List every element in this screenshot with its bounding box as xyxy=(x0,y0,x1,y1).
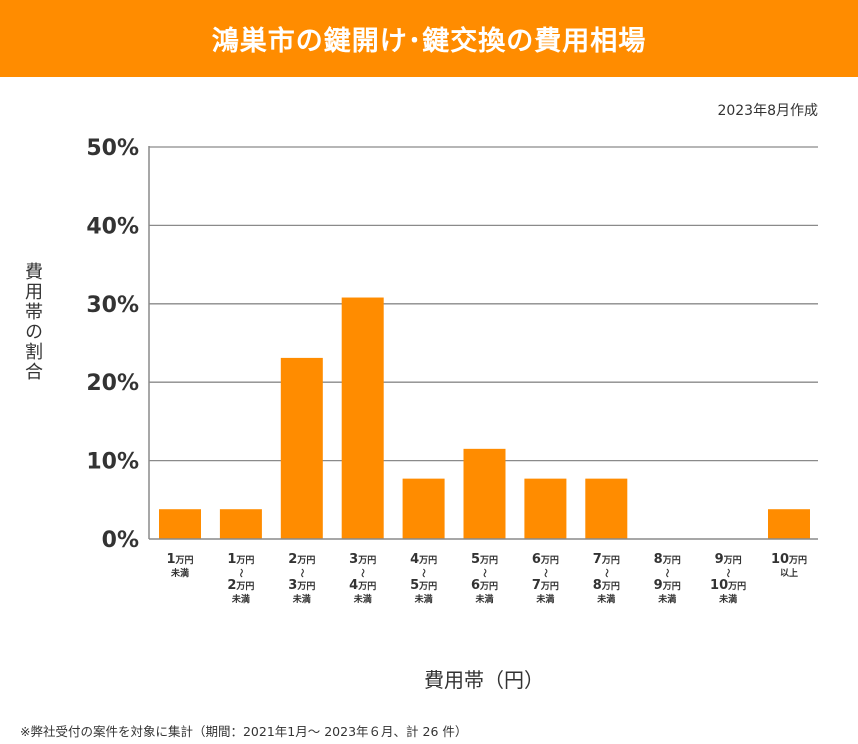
x-tick-line: 3万円 xyxy=(288,578,315,593)
x-tick-line: 未満 xyxy=(596,593,615,605)
x-tick-line: 未満 xyxy=(657,593,676,605)
x-tick-line: 未満 xyxy=(353,593,372,605)
bar xyxy=(341,297,384,539)
x-tick-line: ～ xyxy=(296,568,306,577)
x-tick-line: 8万円 xyxy=(593,578,620,593)
x-tick-line: ～ xyxy=(357,568,367,577)
x-tick-line: 未満 xyxy=(535,593,554,605)
x-tick-line: 未満 xyxy=(170,567,189,579)
x-tick-line: 未満 xyxy=(414,593,433,605)
x-tick-line: 6万円 xyxy=(471,578,498,593)
x-tick-line: 未満 xyxy=(292,593,311,605)
x-tick-line: ～ xyxy=(235,568,245,577)
x-tick-line: 以上 xyxy=(780,567,798,579)
y-tick-label: 30% xyxy=(86,293,139,318)
x-tick-line: ～ xyxy=(600,568,610,577)
y-tick-label: 10% xyxy=(86,450,139,475)
bar xyxy=(402,478,445,539)
y-tick-labels: 0% 10% 20% 30% 40% 50% xyxy=(86,136,139,553)
x-tick-line: 2万円 xyxy=(288,552,315,567)
y-tick-label: 0% xyxy=(102,528,139,553)
footnote: ※弊社受付の案件を対象に集計（期間：2021年1月～ 2023年６月、計 26 … xyxy=(20,724,468,739)
bar xyxy=(585,478,628,539)
x-tick-line: 7万円 xyxy=(532,578,559,593)
bar xyxy=(524,478,567,539)
chart-title: 鴻巣市の鍵開け･鍵交換の費用相場 xyxy=(211,26,647,57)
x-axis-label: 費用帯（円） xyxy=(424,668,544,692)
bars xyxy=(159,297,810,539)
y-tick-label: 50% xyxy=(86,136,139,161)
x-tick-line: 4万円 xyxy=(410,552,437,567)
x-tick-line: ～ xyxy=(661,568,671,577)
x-tick-line: ～ xyxy=(722,568,732,577)
x-tick-line: 1万円 xyxy=(166,552,193,567)
created-date: 2023年8月作成 xyxy=(717,103,818,119)
x-tick-line: ～ xyxy=(539,568,549,577)
x-tick-line: 1万円 xyxy=(227,552,254,567)
x-tick-line: 6万円 xyxy=(532,552,559,567)
x-tick-line: 未満 xyxy=(231,593,250,605)
x-tick-line: 10万円 xyxy=(771,552,807,567)
x-tick-line: 未満 xyxy=(718,593,737,605)
x-tick-line: 5万円 xyxy=(410,578,437,593)
gridlines xyxy=(149,146,818,462)
x-tick-line: 9万円 xyxy=(654,578,681,593)
x-tick-line: 未満 xyxy=(474,593,493,605)
y-tick-label: 40% xyxy=(86,214,139,239)
x-tick-line: ～ xyxy=(418,568,428,577)
x-tick-line: 10万円 xyxy=(710,578,746,593)
y-axis-label: 費用帯の割合 xyxy=(22,262,43,382)
x-tick-line: 2万円 xyxy=(227,578,254,593)
x-tick-line: 7万円 xyxy=(593,552,620,567)
axes xyxy=(148,146,818,540)
title-banner: 鴻巣市の鍵開け･鍵交換の費用相場 xyxy=(0,0,858,77)
x-tick-line: 3万円 xyxy=(349,552,376,567)
x-tick-labels: 1万円未満1万円～2万円未満2万円～3万円未満3万円～4万円未満4万円～5万円未… xyxy=(166,552,807,605)
bar xyxy=(768,509,810,539)
bar xyxy=(280,357,323,539)
x-tick-line: 5万円 xyxy=(471,552,498,567)
bar xyxy=(159,509,201,539)
bar xyxy=(219,509,262,539)
bar xyxy=(463,448,506,539)
x-tick-line: ～ xyxy=(479,568,489,577)
x-tick-line: 9万円 xyxy=(715,552,742,567)
x-tick-line: 8万円 xyxy=(654,552,681,567)
x-tick-line: 4万円 xyxy=(349,578,376,593)
y-tick-label: 20% xyxy=(86,371,139,396)
